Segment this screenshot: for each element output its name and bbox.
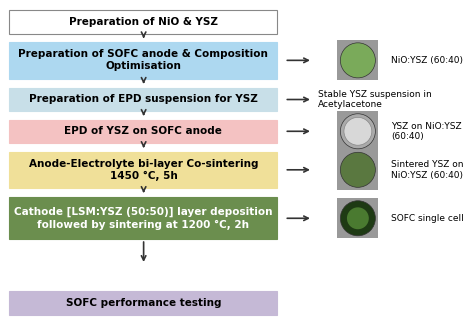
Text: Cathode [LSM:YSZ (50:50)] layer deposition
followed by sintering at 1200 °C, 2h: Cathode [LSM:YSZ (50:50)] layer depositi… [14, 207, 273, 230]
Ellipse shape [347, 207, 369, 229]
Text: Preparation of NiO & YSZ: Preparation of NiO & YSZ [69, 17, 218, 27]
Text: SOFC single cell: SOFC single cell [391, 214, 464, 223]
Text: YSZ on NiO:YSZ
(60:40): YSZ on NiO:YSZ (60:40) [391, 122, 462, 141]
Text: SOFC performance testing: SOFC performance testing [65, 298, 221, 308]
Ellipse shape [344, 117, 372, 145]
FancyBboxPatch shape [9, 88, 277, 111]
Text: EPD of YSZ on SOFC anode: EPD of YSZ on SOFC anode [64, 126, 222, 136]
Text: Preparation of SOFC anode & Composition
Optimisation: Preparation of SOFC anode & Composition … [18, 49, 268, 71]
Text: Stable YSZ suspension in
Acetylacetone: Stable YSZ suspension in Acetylacetone [318, 90, 431, 109]
FancyBboxPatch shape [337, 150, 378, 190]
FancyBboxPatch shape [337, 198, 378, 238]
Ellipse shape [340, 152, 375, 187]
Text: NiO:YSZ (60:40): NiO:YSZ (60:40) [391, 56, 463, 65]
FancyBboxPatch shape [9, 197, 277, 239]
FancyBboxPatch shape [337, 111, 378, 151]
FancyBboxPatch shape [9, 10, 277, 34]
Text: Sintered YSZ on
NiO:YSZ (60:40): Sintered YSZ on NiO:YSZ (60:40) [391, 160, 464, 179]
Ellipse shape [340, 114, 375, 149]
FancyBboxPatch shape [9, 291, 277, 315]
Ellipse shape [340, 201, 375, 236]
Ellipse shape [340, 43, 375, 78]
FancyBboxPatch shape [9, 120, 277, 143]
FancyBboxPatch shape [9, 152, 277, 188]
Text: Preparation of EPD suspension for YSZ: Preparation of EPD suspension for YSZ [29, 94, 258, 104]
FancyBboxPatch shape [9, 42, 277, 79]
Text: Anode-Electrolyte bi-layer Co-sintering
1450 °C, 5h: Anode-Electrolyte bi-layer Co-sintering … [28, 159, 258, 181]
FancyBboxPatch shape [337, 40, 378, 80]
